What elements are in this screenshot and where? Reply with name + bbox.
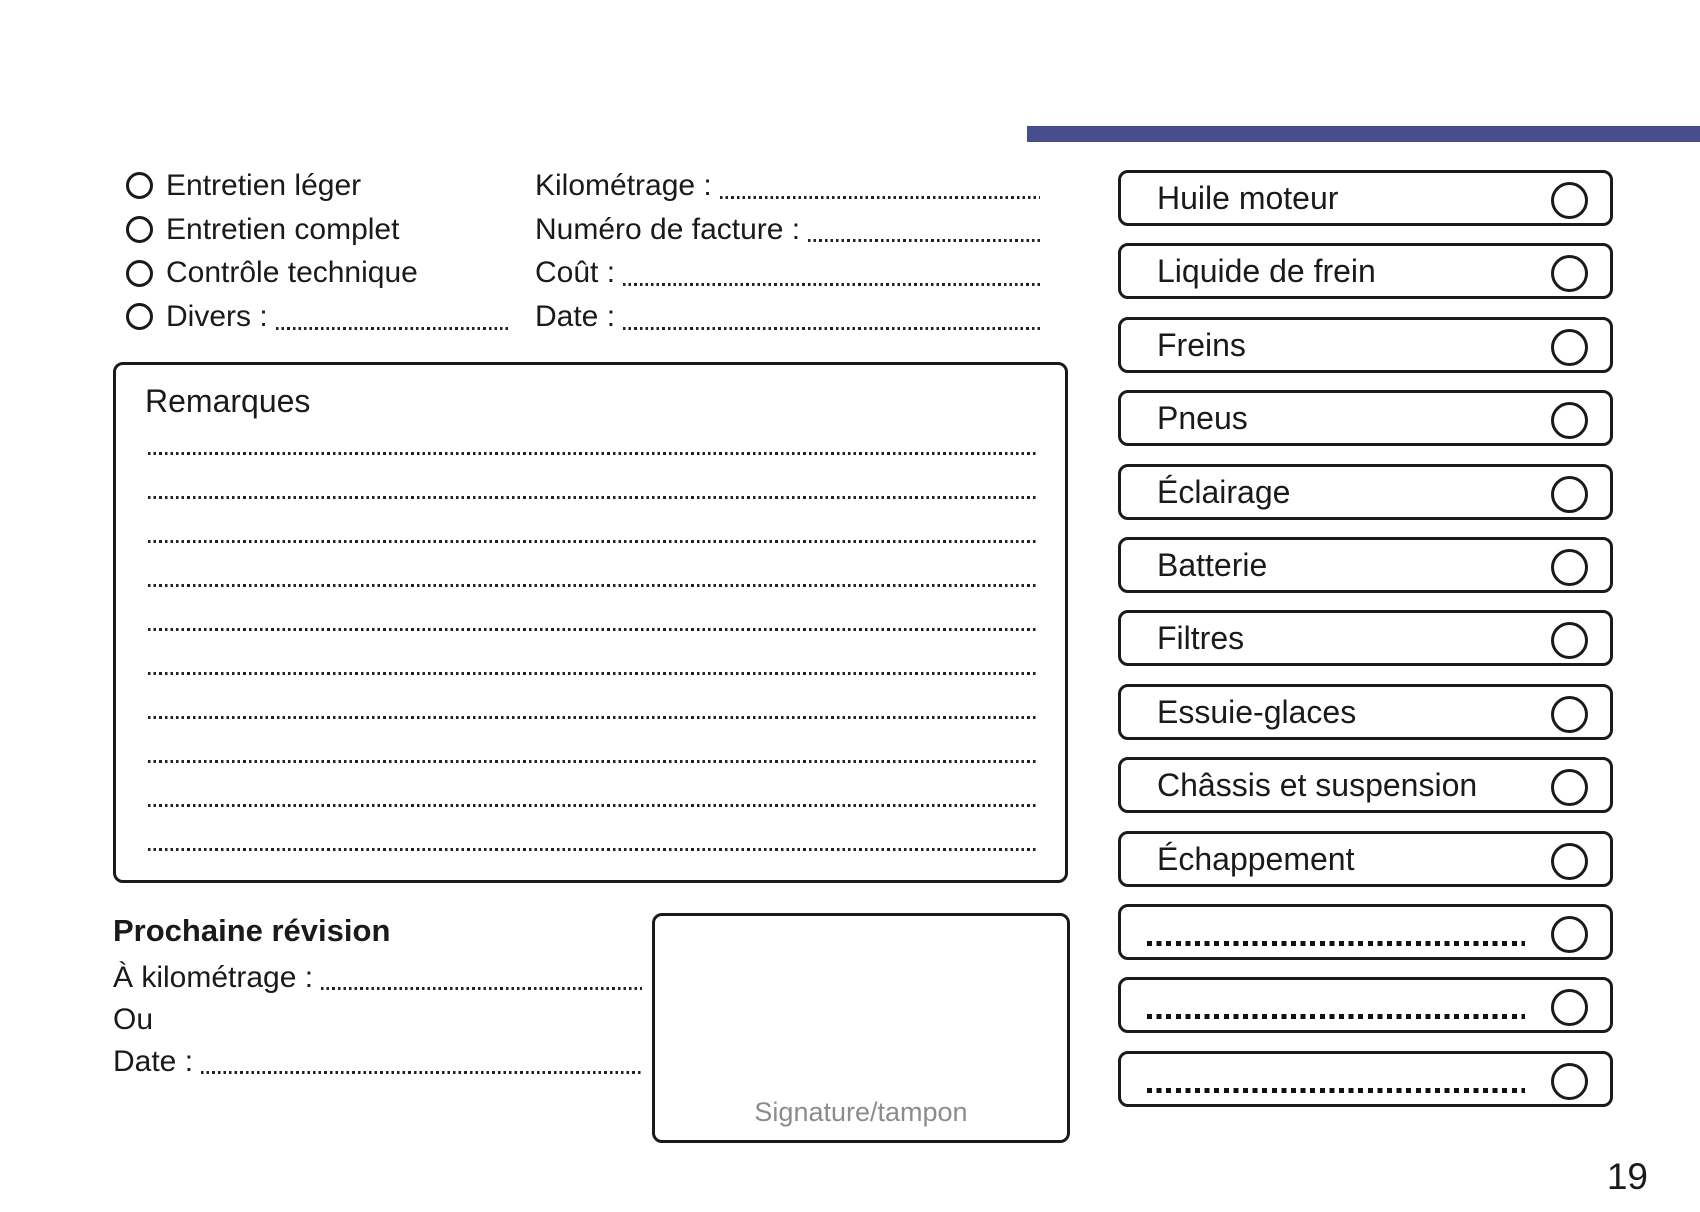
radio-circle-icon [126, 259, 153, 287]
invoice-field-row: Numéro de facture : [535, 208, 1040, 252]
check-circle-icon [1551, 843, 1588, 880]
check-circle-icon [1551, 916, 1588, 953]
check-circle-icon [1551, 1063, 1588, 1100]
checklist-item: Essuie-glaces [1118, 684, 1613, 740]
checklist-item-label: Freins [1157, 326, 1246, 363]
remarks-dotted-line [148, 848, 1037, 851]
service-type-label: Entretien complet [166, 212, 400, 246]
invoice-field-label: Coût : [535, 256, 616, 290]
checklist-item-label: Pneus [1157, 399, 1248, 436]
invoice-field-label: Kilométrage : [535, 168, 712, 202]
checklist-item: Châssis et suspension [1118, 757, 1613, 813]
remarks-dotted-line [148, 760, 1037, 763]
checklist-item-label: Essuie-glaces [1157, 693, 1357, 730]
remarks-title: Remarques [145, 383, 311, 419]
invoice-field-label: Numéro de facture : [535, 212, 801, 246]
checklist-item-label: Filtres [1157, 619, 1245, 656]
checklist-item: Filtres [1118, 610, 1613, 666]
checklist-item-label: Huile moteur [1157, 179, 1339, 216]
checklist-item-label: Éclairage [1157, 473, 1291, 510]
radio-circle-icon [126, 172, 153, 200]
next-service-label: Ou [113, 1003, 154, 1036]
remarks-dotted-line [148, 540, 1037, 543]
radio-circle-icon [126, 303, 153, 331]
next-service-rows: À kilométrage : Ou Date : [113, 957, 642, 1083]
radio-circle-icon [126, 216, 153, 244]
remarks-box: Remarques [113, 362, 1068, 883]
dotted-blank-line [1147, 1014, 1525, 1019]
remarks-dotted-line [148, 716, 1037, 719]
checklist-item-label: Batterie [1157, 546, 1268, 583]
checklist-item: Batterie [1118, 537, 1613, 593]
dotted-fill-line [623, 326, 1040, 330]
dotted-fill-line [321, 987, 642, 990]
checklist-item-label: Liquide de frein [1157, 252, 1376, 289]
accent-bar [1027, 126, 1700, 142]
check-circle-icon [1551, 402, 1588, 439]
dotted-fill-line [719, 195, 1040, 199]
next-service-section: Prochaine révision À kilométrage : Ou Date… [113, 905, 642, 1083]
dotted-blank-line [1147, 941, 1525, 946]
service-type-row: Contrôle technique [126, 251, 510, 295]
check-circle-icon [1551, 255, 1588, 292]
check-circle-icon [1551, 329, 1588, 366]
next-service-row: Date : [113, 1041, 642, 1083]
checklist-blank-item [1118, 1051, 1613, 1107]
checklist-item: Échappement [1118, 831, 1613, 887]
check-circle-icon [1551, 549, 1588, 586]
dotted-fill-line [201, 1071, 642, 1074]
remarks-dotted-line [148, 496, 1037, 499]
check-circle-icon [1551, 769, 1588, 806]
check-circle-icon [1551, 182, 1588, 219]
service-type-row: Divers : [126, 295, 510, 339]
dotted-fill-line [808, 239, 1040, 243]
invoice-field-row: Date : [535, 295, 1040, 339]
next-service-title: Prochaine révision [113, 913, 391, 948]
check-circle-icon [1551, 622, 1588, 659]
remarks-dotted-line [148, 584, 1037, 587]
service-type-label: Entretien léger [166, 168, 362, 202]
checklist-item: Freins [1118, 317, 1613, 373]
checklist-item: Éclairage [1118, 464, 1613, 520]
service-type-list: Entretien léger Entretien complet Contrôle… [126, 164, 510, 339]
next-service-row: Ou [113, 999, 642, 1041]
checklist-item: Pneus [1118, 390, 1613, 446]
checklist-item-label: Échappement [1157, 840, 1355, 877]
invoice-field-label: Date : [535, 299, 616, 333]
dotted-fill-line [275, 326, 510, 330]
check-circle-icon [1551, 476, 1588, 513]
next-service-label: Date : [113, 1045, 194, 1078]
check-circle-icon [1551, 989, 1588, 1026]
remarks-dotted-line [148, 672, 1037, 675]
check-circle-icon [1551, 696, 1588, 733]
invoice-field-row: Coût : [535, 251, 1040, 295]
page-number: 19 [1606, 1156, 1648, 1197]
remarks-dotted-line [148, 804, 1037, 807]
checklist-item: Huile moteur [1118, 170, 1613, 226]
invoice-field-list: Kilométrage : Numéro de facture : Coût : Da… [535, 164, 1040, 339]
checklist-blank-item [1118, 904, 1613, 960]
next-service-label: À kilométrage : [113, 961, 314, 994]
remarks-dotted-line [148, 628, 1037, 631]
checklist-blank-item [1118, 977, 1613, 1033]
next-service-row: À kilométrage : [113, 957, 642, 999]
checklist-item: Liquide de frein [1118, 243, 1613, 299]
service-type-row: Entretien complet [126, 208, 510, 252]
checklist-item-label: Châssis et suspension [1157, 766, 1478, 803]
remarks-dotted-line [148, 452, 1037, 455]
signature-label: Signature/tampon [754, 1097, 968, 1127]
service-type-label: Divers : [166, 299, 268, 333]
service-type-label: Contrôle technique [166, 256, 418, 290]
invoice-field-row: Kilométrage : [535, 164, 1040, 208]
dotted-blank-line [1147, 1088, 1525, 1093]
signature-box: Signature/tampon [652, 913, 1070, 1143]
service-type-row: Entretien léger [126, 164, 510, 208]
dotted-fill-line [623, 283, 1040, 287]
